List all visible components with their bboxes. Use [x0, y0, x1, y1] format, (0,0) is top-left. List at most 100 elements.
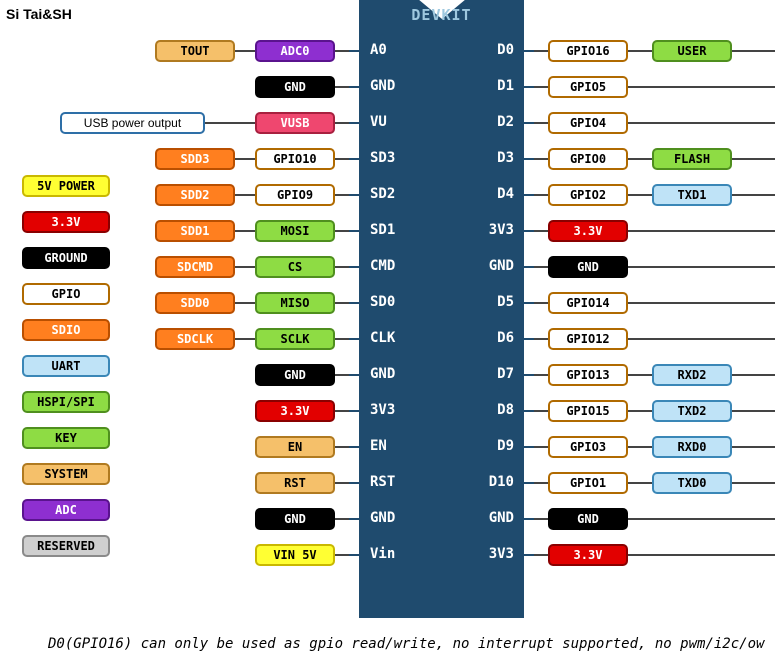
left-gnd: GND	[255, 364, 335, 386]
wire-right-tail	[628, 266, 775, 268]
pin-tick	[524, 302, 534, 304]
watermark: Si Tai&SH	[6, 6, 72, 22]
right-user: USER	[652, 40, 732, 62]
right-3-3v: 3.3V	[548, 220, 628, 242]
left-sdd2: SDD2	[155, 184, 235, 206]
left-miso: MISO	[255, 292, 335, 314]
right-txd0: TXD0	[652, 472, 732, 494]
right-gnd: GND	[548, 508, 628, 530]
pin-right-D2: D2	[464, 114, 514, 130]
pin-tick	[349, 554, 359, 556]
right-gnd: GND	[548, 256, 628, 278]
pin-left-3V3: 3V3	[370, 402, 395, 418]
legend-sdio: SDIO	[22, 319, 110, 341]
right-flash: FLASH	[652, 148, 732, 170]
pin-left-GND: GND	[370, 78, 395, 94]
left-3-3v: 3.3V	[255, 400, 335, 422]
wire-right-tail	[732, 50, 775, 52]
pin-tick	[524, 482, 534, 484]
legend-uart: UART	[22, 355, 110, 377]
pin-tick	[349, 230, 359, 232]
pin-tick	[349, 446, 359, 448]
pin-left-SD3: SD3	[370, 150, 395, 166]
right-gpio13: GPIO13	[548, 364, 628, 386]
pin-tick	[349, 158, 359, 160]
pin-tick	[349, 86, 359, 88]
pin-tick	[349, 194, 359, 196]
pin-right-D8: D8	[464, 402, 514, 418]
right-gpio5: GPIO5	[548, 76, 628, 98]
left-sdd1: SDD1	[155, 220, 235, 242]
pin-tick	[524, 50, 534, 52]
pin-right-GND: GND	[464, 258, 514, 274]
pin-right-GND: GND	[464, 510, 514, 526]
wire-right-tail	[732, 446, 775, 448]
right-txd2: TXD2	[652, 400, 732, 422]
pin-tick	[524, 158, 534, 160]
wire-right-tail	[732, 482, 775, 484]
right-gpio4: GPIO4	[548, 112, 628, 134]
left-rst: RST	[255, 472, 335, 494]
legend-adc: ADC	[22, 499, 110, 521]
pin-left-RST: RST	[370, 474, 395, 490]
left-gnd: GND	[255, 76, 335, 98]
pin-tick	[349, 374, 359, 376]
left-vusb: VUSB	[255, 112, 335, 134]
legend-3-3v: 3.3V	[22, 211, 110, 233]
annotation-usb-power-output: USB power output	[60, 112, 205, 134]
pin-tick	[349, 338, 359, 340]
wire-right-tail	[732, 374, 775, 376]
right-rxd0: RXD0	[652, 436, 732, 458]
pin-right-D0: D0	[464, 42, 514, 58]
pin-tick	[524, 194, 534, 196]
pin-left-SD2: SD2	[370, 186, 395, 202]
wire-right-tail	[732, 158, 775, 160]
wire-right-tail	[732, 194, 775, 196]
pin-tick	[349, 410, 359, 412]
pin-left-VU: VU	[370, 114, 387, 130]
pin-left-EN: EN	[370, 438, 387, 454]
left-gpio9: GPIO9	[255, 184, 335, 206]
wire-right-tail	[732, 410, 775, 412]
legend-reserved: RESERVED	[22, 535, 110, 557]
legend-system: SYSTEM	[22, 463, 110, 485]
right-gpio1: GPIO1	[548, 472, 628, 494]
right-gpio3: GPIO3	[548, 436, 628, 458]
legend-ground: GROUND	[22, 247, 110, 269]
pin-left-CLK: CLK	[370, 330, 395, 346]
left-vin-5v: VIN 5V	[255, 544, 335, 566]
left-cs: CS	[255, 256, 335, 278]
right-gpio16: GPIO16	[548, 40, 628, 62]
pin-left-SD1: SD1	[370, 222, 395, 238]
pin-left-GND: GND	[370, 366, 395, 382]
pin-left-A0: A0	[370, 42, 387, 58]
pin-right-D9: D9	[464, 438, 514, 454]
pin-right-D3: D3	[464, 150, 514, 166]
pin-right-D5: D5	[464, 294, 514, 310]
pin-tick	[349, 50, 359, 52]
pin-tick	[524, 374, 534, 376]
pin-tick	[524, 410, 534, 412]
pin-tick	[349, 482, 359, 484]
right-gpio15: GPIO15	[548, 400, 628, 422]
left-sdcmd: SDCMD	[155, 256, 235, 278]
right-3-3v: 3.3V	[548, 544, 628, 566]
pin-tick	[524, 266, 534, 268]
legend-hspi-spi: HSPI/SPI	[22, 391, 110, 413]
left-gnd: GND	[255, 508, 335, 530]
legend-5v-power: 5V POWER	[22, 175, 110, 197]
pin-right-D1: D1	[464, 78, 514, 94]
pin-tick	[524, 122, 534, 124]
legend: 5V POWER3.3VGROUNDGPIOSDIOUARTHSPI/SPIKE…	[22, 175, 110, 571]
right-txd1: TXD1	[652, 184, 732, 206]
chip-title: DEVKIT	[359, 6, 524, 24]
wire-right-tail	[628, 338, 775, 340]
left-gpio10: GPIO10	[255, 148, 335, 170]
wire-right-tail	[628, 230, 775, 232]
wire-annot	[205, 122, 255, 124]
pin-tick	[524, 554, 534, 556]
wire-right-tail	[628, 518, 775, 520]
left-adc0: ADC0	[255, 40, 335, 62]
wire-right-tail	[628, 86, 775, 88]
right-rxd2: RXD2	[652, 364, 732, 386]
